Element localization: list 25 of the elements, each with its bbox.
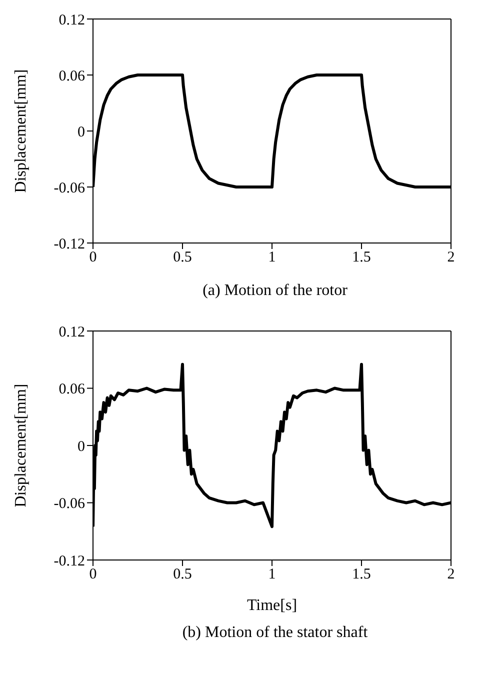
- text: (b) Motion of the stator shaft: [181, 624, 369, 642]
- y-axis-title: Displacement[mm]: [12, 69, 30, 193]
- x-tick-label: 2: [447, 250, 455, 266]
- y-tick-label: 0.12: [58, 324, 85, 340]
- x-tick-label: 0.5: [173, 250, 192, 266]
- x-tick-label: 1.5: [352, 250, 371, 266]
- x-tick-label: 0.5: [173, 566, 192, 583]
- y-tick-label: 0.12: [58, 12, 85, 28]
- x-tick-label: 0: [89, 250, 97, 266]
- y-tick-label: 0: [78, 124, 85, 140]
- y-tick-label: -0.06: [54, 180, 86, 196]
- y-tick-label: -0.12: [54, 553, 85, 570]
- text: (a) Motion of the rotor: [202, 282, 348, 300]
- y-tick-label: -0.06: [54, 496, 86, 512]
- y-tick-label: 0.06: [58, 382, 86, 398]
- y-tick-label: -0.12: [54, 236, 85, 252]
- x-tick-label: 1: [268, 250, 276, 266]
- x-tick-label: 1.5: [352, 566, 371, 583]
- x-tick-label: 2: [447, 566, 455, 583]
- x-axis-title: Time[s]: [246, 597, 298, 614]
- y-axis-title: Displacement[mm]: [12, 384, 30, 508]
- y-tick-label: 0.06: [58, 68, 86, 84]
- x-tick-label: 1: [268, 566, 276, 583]
- y-tick-label: 0: [78, 438, 85, 455]
- x-tick-label: 0: [89, 566, 97, 583]
